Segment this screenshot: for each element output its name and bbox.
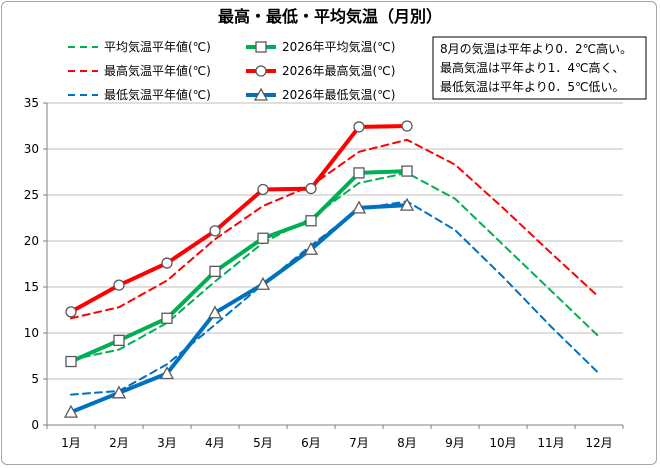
data-point-6-1	[63, 404, 79, 418]
y-tick-label-20: 20	[24, 234, 39, 248]
data-point-6-7	[351, 200, 367, 214]
x-tick-label-3: 3月	[157, 436, 177, 450]
x-tick-label-11: 11月	[537, 436, 564, 450]
x-tick-label-7: 7月	[349, 436, 369, 450]
series-5	[65, 120, 413, 318]
annotation-frame	[432, 36, 647, 100]
data-point-4-6	[305, 215, 317, 227]
x-tick-label-2: 2月	[109, 436, 129, 450]
chart-title: 最高・最低・平均気温（月別）	[218, 7, 442, 26]
data-point-5-4	[209, 225, 221, 237]
series-line-4	[69, 169, 409, 364]
data-point-4-7	[353, 167, 365, 179]
data-point-5-8	[401, 120, 413, 132]
data-point-4-1	[65, 355, 77, 368]
series-6	[63, 197, 415, 418]
gridlines	[47, 102, 623, 380]
legend-label-3: 最低気温平年値(℃)	[104, 87, 211, 102]
data-point-6-8	[399, 197, 415, 211]
data-point-5-6	[305, 182, 317, 195]
series-line-2	[70, 138, 600, 320]
legend-entry-3: 最低気温平年値(℃)	[68, 87, 211, 102]
y-tick-label-0: 0	[31, 418, 39, 432]
legend: 平均気温平年値(℃) 2026年平均気温(℃) 最高気温平年値(℃) 2026年最高気…	[68, 39, 395, 102]
y-tick-label-10: 10	[24, 326, 39, 340]
data-point-4-5	[257, 232, 269, 244]
legend-label-2: 最高気温平年値(℃)	[104, 63, 211, 78]
legend-marker-4	[255, 41, 267, 53]
data-point-5-7	[353, 121, 365, 133]
y-tick-label-15: 15	[24, 280, 39, 294]
series-1	[70, 171, 600, 361]
data-point-4-8	[401, 165, 413, 177]
series-4	[65, 165, 413, 368]
y-tick-label-35: 35	[24, 96, 39, 110]
data-point-6-4	[207, 305, 223, 319]
x-tick-label-6: 6月	[301, 436, 321, 450]
legend-label-1: 平均気温平年値(℃)	[104, 39, 211, 54]
legend-entry-6: 2026年最低気温(℃)	[246, 87, 395, 102]
y-tick-label-5: 5	[31, 372, 39, 386]
y-tick-label-30: 30	[24, 142, 39, 156]
plot-area	[63, 120, 600, 418]
x-tick-label-12: 12月	[585, 436, 612, 450]
data-point-5-5	[257, 183, 269, 196]
legend-marker-5	[255, 65, 267, 77]
legend-entry-4: 2026年平均気温(℃)	[246, 39, 395, 54]
legend-label-6: 2026年最低気温(℃)	[282, 87, 395, 102]
series-line-6	[69, 203, 409, 415]
legend-entry-1: 平均気温平年値(℃)	[68, 39, 211, 54]
x-tick-label-8: 8月	[397, 436, 417, 450]
series-line-5	[69, 124, 409, 314]
data-point-4-2	[113, 334, 125, 347]
data-point-6-6	[303, 241, 319, 255]
x-tick-label-1: 1月	[61, 436, 81, 450]
legend-marker-6	[253, 87, 269, 101]
annotation-line-3: 最低気温は平年より0．5℃低い。	[440, 79, 625, 94]
x-tick-label-9: 9月	[445, 436, 465, 450]
legend-entry-5: 2026年最高気温(℃)	[246, 63, 395, 78]
x-tick-label-10: 10月	[489, 436, 516, 450]
series-2	[70, 138, 600, 320]
x-tick-label-5: 5月	[253, 436, 273, 450]
data-point-6-2	[111, 385, 127, 399]
data-point-5-2	[113, 279, 125, 291]
axes: 0 5 10 15 20 25 30 35 1月 2月 3月 4月 5月 6月 7月 8月 9月 10月 11月 12…	[24, 96, 624, 450]
data-point-5-1	[65, 306, 77, 318]
annotation-line-2: 最高気温は平年より1．4℃高く、	[440, 60, 625, 75]
series-line-1	[70, 171, 600, 361]
data-point-6-3	[159, 366, 175, 380]
y-tick-label-25: 25	[24, 188, 39, 202]
data-point-6-5	[255, 276, 271, 290]
legend-label-5: 2026年最高気温(℃)	[282, 63, 395, 78]
legend-entry-2: 最高気温平年値(℃)	[68, 63, 211, 78]
data-point-5-3	[161, 257, 173, 269]
x-tick-label-4: 4月	[205, 436, 225, 450]
data-point-4-4	[209, 265, 221, 278]
annotation-line-1: 8月の気温は平年より0．2℃高い。	[440, 41, 632, 56]
annotation-box: 8月の気温は平年より0．2℃高い。最高気温は平年より1．4℃高く、最低気温は平年…	[432, 36, 647, 100]
data-point-4-3	[161, 312, 173, 324]
legend-label-4: 2026年平均気温(℃)	[282, 39, 395, 54]
